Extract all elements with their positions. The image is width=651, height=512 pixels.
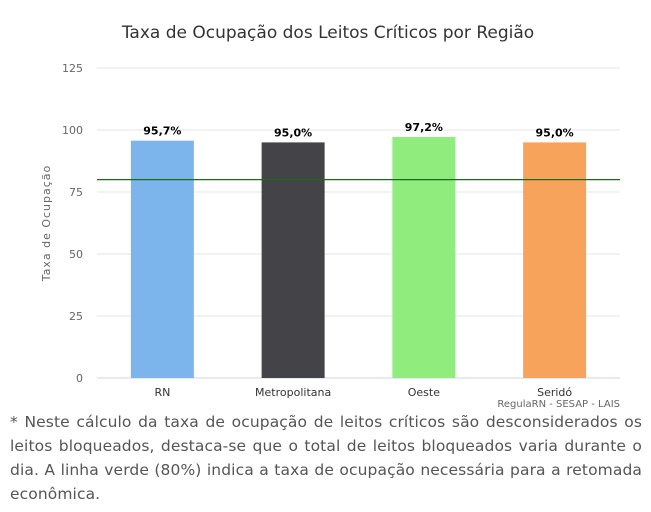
data-label: 95,0% xyxy=(274,126,312,139)
bar-chart: Taxa de Ocupação dos Leitos Críticos por… xyxy=(40,23,620,410)
bar-metropolitana[interactable] xyxy=(261,142,325,378)
footnote: * Neste cálculo da taxa de ocupação de l… xyxy=(10,413,642,503)
bar-oeste[interactable] xyxy=(392,136,456,378)
x-tick-label: RN xyxy=(154,386,170,399)
data-label: 97,2% xyxy=(405,121,443,134)
x-tick-label: Oeste xyxy=(408,386,440,399)
y-tick-label: 125 xyxy=(62,62,83,75)
y-tick-label: 100 xyxy=(62,124,83,137)
bar-seridó[interactable] xyxy=(523,142,587,378)
x-tick-label: Metropolitana xyxy=(255,386,331,399)
data-label: 95,7% xyxy=(143,125,181,138)
y-tick-label: 75 xyxy=(69,186,83,199)
x-tick-label: Seridó xyxy=(537,386,572,399)
y-tick-label: 25 xyxy=(69,310,83,323)
y-tick-label: 0 xyxy=(76,372,83,385)
bar-rn[interactable] xyxy=(130,140,194,378)
y-tick-label: 50 xyxy=(69,248,83,261)
chart-credits[interactable]: RegulaRN - SESAP - LAIS xyxy=(497,399,620,410)
y-axis-label: Taxa de Ocupação xyxy=(40,165,53,283)
data-label: 95,0% xyxy=(536,126,574,139)
chart-title: Taxa de Ocupação dos Leitos Críticos por… xyxy=(121,23,534,43)
